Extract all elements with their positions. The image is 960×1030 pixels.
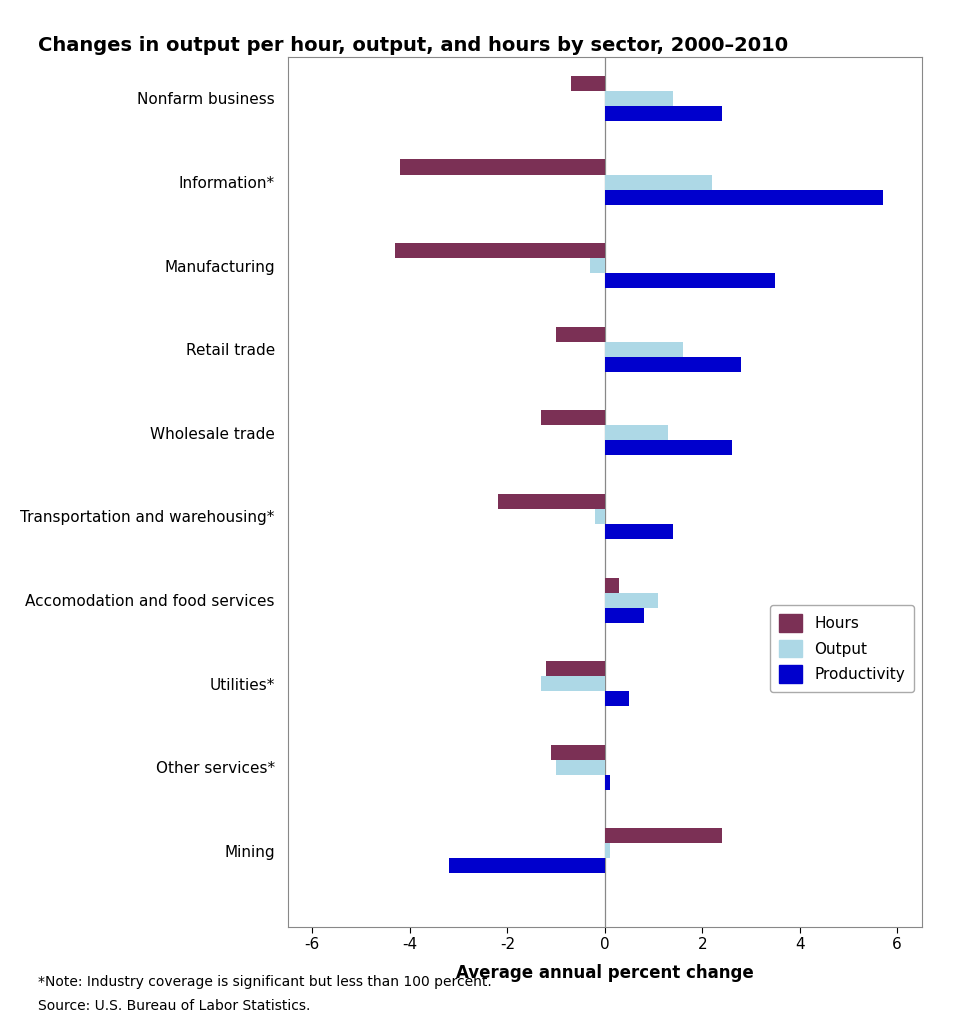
Legend: Hours, Output, Productivity: Hours, Output, Productivity [770,606,914,692]
Bar [556,760,605,775]
Bar [605,91,673,106]
Bar [605,425,668,441]
Bar [497,494,605,509]
X-axis label: Average annual percent change: Average annual percent change [456,963,754,982]
Bar [605,608,644,623]
Text: *Note: Industry coverage is significant but less than 100 percent.: *Note: Industry coverage is significant … [38,975,492,990]
Bar [551,745,605,760]
Bar [541,410,605,425]
Bar [605,190,882,205]
Bar [605,775,610,790]
Bar [605,844,610,858]
Text: Source: U.S. Bureau of Labor Statistics.: Source: U.S. Bureau of Labor Statistics. [38,999,311,1014]
Bar [449,858,605,873]
Bar [556,327,605,342]
Bar [605,524,673,539]
Bar [605,106,722,122]
Bar [605,828,722,844]
Bar [541,676,605,691]
Bar [595,509,605,524]
Bar [605,578,619,592]
Bar [396,243,605,259]
Bar [605,592,659,608]
Bar [605,342,683,356]
Bar [605,273,776,288]
Bar [590,259,605,273]
Bar [400,160,605,174]
Bar [605,691,629,707]
Bar [605,356,741,372]
Text: Changes in output per hour, output, and hours by sector, 2000–2010: Changes in output per hour, output, and … [38,36,788,55]
Bar [546,661,605,676]
Bar [605,441,732,455]
Bar [570,76,605,91]
Bar [605,174,712,190]
